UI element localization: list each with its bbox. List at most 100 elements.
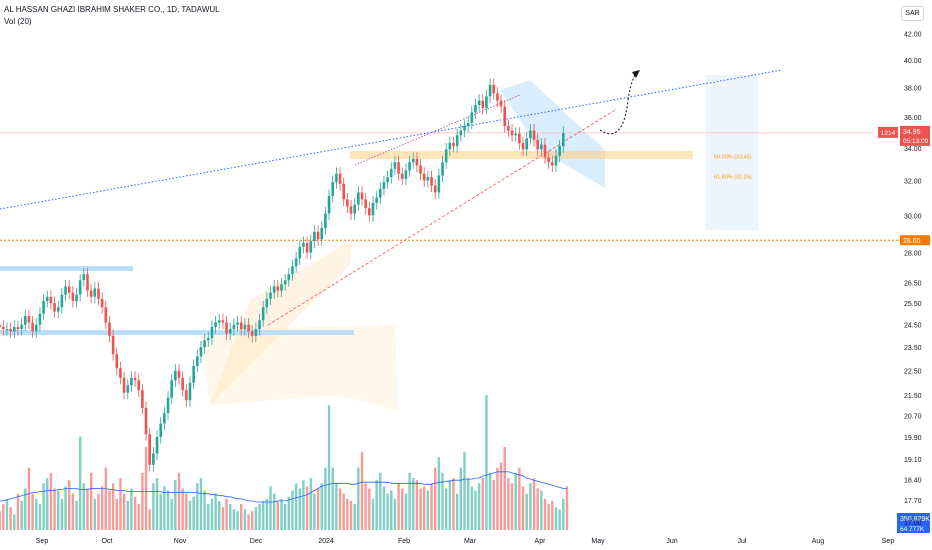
- currency-button[interactable]: SAR: [901, 6, 924, 21]
- volume-bar: [481, 478, 484, 530]
- candle-body: [551, 162, 554, 166]
- candle-body: [13, 326, 16, 332]
- volume-bar: [203, 490, 206, 530]
- candle-body: [250, 331, 254, 336]
- volume-bar: [360, 452, 364, 530]
- candle-body: [225, 322, 228, 334]
- volume-bar: [287, 496, 290, 530]
- volume-bar: [565, 486, 569, 530]
- candle-body: [529, 130, 532, 139]
- volume-bar: [393, 498, 397, 530]
- candle-body: [217, 320, 221, 323]
- candle-body: [283, 280, 287, 285]
- volume-bar: [419, 488, 422, 530]
- volume-bar: [247, 514, 250, 530]
- long-trendline: [0, 69, 783, 210]
- candle-body: [408, 162, 411, 171]
- volume-bar: [240, 504, 243, 530]
- volume-bar: [430, 483, 433, 530]
- candle-body: [60, 294, 64, 308]
- candle-body: [206, 338, 210, 341]
- candle-body: [104, 307, 108, 323]
- volume-bar: [536, 488, 539, 530]
- volume-bar: [357, 467, 360, 530]
- x-tick-label: Jun: [666, 538, 677, 545]
- candle-body: [243, 324, 247, 330]
- y-tick-label: 25.50: [904, 301, 922, 308]
- volume-bar: [466, 478, 470, 530]
- candle-body: [214, 322, 217, 327]
- volume-bar: [324, 467, 327, 530]
- volume-bar: [31, 493, 34, 530]
- y-tick-label: 42.00: [904, 32, 922, 39]
- shaded-zone-trend: [210, 240, 352, 405]
- volume-indicator-label[interactable]: Vol (20): [4, 17, 32, 26]
- x-tick-label: Oct: [102, 538, 113, 545]
- volume-bar: [261, 500, 265, 530]
- y-tick-label: 17.70: [904, 498, 922, 505]
- volume-bar: [199, 478, 203, 530]
- volume-bar: [368, 488, 371, 530]
- candle-body: [9, 329, 12, 332]
- volume-bar: [426, 490, 430, 530]
- volume-bar: [166, 490, 170, 530]
- shaded-zone-lower: [200, 325, 398, 411]
- candle-body: [335, 173, 338, 183]
- volume-bar: [470, 486, 473, 530]
- volume-bar: [254, 507, 258, 530]
- candle-body: [481, 100, 485, 108]
- candle-body: [53, 303, 56, 312]
- candle-body: [554, 155, 558, 166]
- candle-body: [536, 139, 539, 150]
- volume-bar: [499, 462, 503, 530]
- candle-body: [430, 177, 433, 186]
- candle-body: [452, 143, 455, 147]
- candle-body: [254, 329, 258, 336]
- candle-body: [470, 112, 474, 123]
- x-tick-label: Nov: [174, 538, 187, 545]
- volume-bar: [547, 504, 550, 530]
- candle-body: [386, 177, 389, 183]
- volume-bar: [291, 490, 294, 530]
- candle-body: [331, 182, 335, 196]
- volume-bar: [53, 488, 56, 530]
- candle-body: [510, 130, 514, 136]
- candle-body: [368, 208, 371, 216]
- candle-body: [181, 377, 184, 391]
- y-tick-label: 30.00: [904, 213, 922, 220]
- volume-bar: [221, 507, 225, 530]
- volume-bar: [327, 405, 331, 530]
- candle-body: [111, 335, 115, 355]
- volume-bar: [218, 500, 221, 530]
- volume-bar: [298, 488, 301, 530]
- volume-bar: [232, 509, 236, 530]
- volume-bar: [35, 498, 38, 530]
- volume-bar: [170, 498, 173, 530]
- candle-body: [133, 377, 137, 381]
- price-tag-box: [878, 126, 898, 138]
- volume-bar: [382, 486, 386, 530]
- volume-bar: [177, 472, 181, 530]
- candle-body: [155, 436, 159, 454]
- volume-bar: [532, 478, 536, 530]
- volume-bar: [507, 478, 510, 530]
- candle-body: [485, 96, 488, 108]
- volume-bar: [401, 488, 404, 530]
- volume-bar: [57, 490, 60, 530]
- candle-body: [411, 158, 415, 163]
- candle-body: [371, 202, 375, 216]
- candle-body: [130, 377, 133, 386]
- volume-bar: [115, 498, 118, 530]
- candle-body: [415, 158, 419, 166]
- candle-body: [159, 423, 162, 437]
- volume-bar: [477, 483, 481, 530]
- y-tick-label: 24.50: [904, 323, 922, 330]
- volume-bar: [390, 490, 393, 530]
- volume-bar: [188, 500, 192, 530]
- candle-body: [141, 390, 144, 408]
- candle-body: [294, 258, 298, 267]
- volume-bar: [9, 507, 12, 530]
- candle-body: [404, 170, 408, 179]
- candle-body: [199, 347, 203, 357]
